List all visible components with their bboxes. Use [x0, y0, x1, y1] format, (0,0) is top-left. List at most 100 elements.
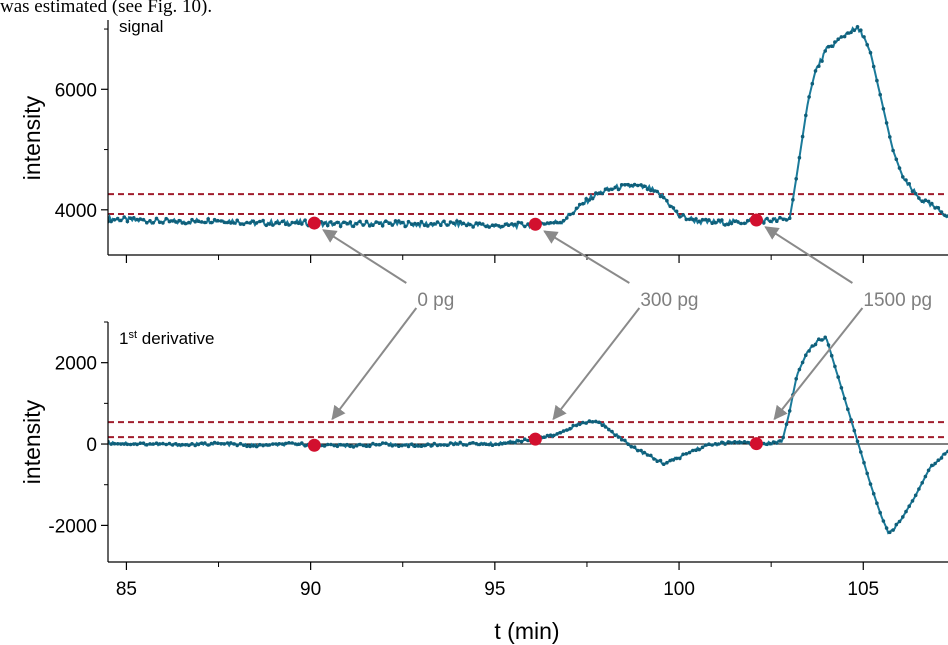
- derivative-data-point: [642, 450, 647, 455]
- derivative-y-axis-title: intensity: [19, 399, 45, 484]
- signal-data-point: [765, 216, 769, 221]
- derivative-data-point: [413, 444, 417, 449]
- signal-data-point: [125, 219, 130, 224]
- derivative-data-point: [225, 441, 230, 445]
- derivative-data-point: [261, 443, 265, 448]
- x-tick-label: 105: [847, 579, 879, 600]
- derivative-data-point: [258, 442, 262, 447]
- signal-data-point: [636, 183, 640, 188]
- signal-data-point: [542, 222, 546, 226]
- derivative-data-point: [361, 443, 366, 448]
- signal-data-point: [271, 223, 275, 227]
- derivative-data-point: [674, 456, 679, 461]
- signal-data-point: [209, 220, 214, 225]
- derivative-data-point: [154, 441, 159, 446]
- signal-data-point: [351, 224, 356, 229]
- signal-data-point: [151, 221, 155, 225]
- derivative-data-point: [174, 442, 178, 446]
- derivative-data-point: [151, 442, 155, 446]
- signal-y-tick-label: 6000: [55, 80, 97, 101]
- derivative-data-point: [338, 442, 343, 447]
- signal-data-point: [300, 222, 304, 226]
- derivative-data-point: [849, 418, 853, 422]
- derivative-data-point: [542, 435, 546, 440]
- derivative-data-point: [829, 353, 834, 358]
- signal-data-point: [216, 218, 220, 223]
- signal-data-point: [739, 221, 743, 226]
- signal-data-point: [632, 182, 637, 187]
- signal-data-point: [348, 220, 353, 224]
- derivative-data-point: [164, 442, 168, 447]
- signal-data-point: [700, 217, 705, 222]
- signal-data-point: [555, 220, 559, 225]
- derivative-data-point: [904, 509, 908, 514]
- derivative-data-point: [568, 426, 572, 431]
- derivative-data-point: [419, 444, 424, 449]
- signal-data-point: [296, 221, 301, 225]
- derivative-data-point: [613, 433, 617, 438]
- derivative-series-points: [108, 335, 948, 535]
- derivative-data-point: [128, 442, 133, 447]
- derivative-data-point: [187, 443, 191, 448]
- derivative-data-point: [868, 482, 873, 486]
- signal-data-point: [283, 222, 288, 226]
- signal-data-point: [917, 196, 921, 200]
- derivative-data-point: [871, 491, 876, 496]
- signal-data-point: [613, 185, 617, 190]
- derivative-data-point: [426, 442, 430, 447]
- signal-data-point: [293, 220, 298, 225]
- signal-data-point: [371, 223, 375, 227]
- derivative-data-point: [558, 430, 563, 435]
- signal-data-point: [668, 204, 672, 209]
- derivative-data-point: [145, 443, 149, 447]
- signal-data-point: [510, 222, 514, 226]
- derivative-data-point: [571, 423, 575, 428]
- signal-data-point: [403, 224, 408, 229]
- signal-data-point: [384, 219, 388, 223]
- derivative-y-tick-label: 0: [86, 435, 97, 456]
- signal-data-point: [254, 221, 259, 225]
- derivative-data-point: [458, 440, 463, 445]
- signal-data-point: [112, 218, 117, 222]
- signal-data-point: [568, 212, 572, 217]
- x-tick-label: 85: [116, 579, 137, 600]
- derivative-y-tick-label: -2000: [48, 516, 97, 537]
- derivative-data-point: [736, 440, 740, 445]
- signal-data-point: [190, 217, 194, 222]
- derivative-data-point: [400, 443, 404, 448]
- signal-data-point: [264, 223, 269, 228]
- derivative-data-point: [132, 442, 136, 446]
- derivative-data-point: [287, 441, 291, 445]
- derivative-data-point: [497, 442, 501, 447]
- signal-marker-3: [749, 213, 763, 227]
- derivative-data-point: [161, 441, 165, 446]
- derivative-data-point: [397, 444, 401, 449]
- derivative-data-point: [720, 440, 724, 445]
- derivative-data-point: [157, 442, 162, 446]
- signal-data-point: [468, 222, 472, 227]
- signal-data-point: [177, 218, 181, 223]
- derivative-data-point: [555, 432, 559, 436]
- header-text: was estimated (see Fig. 10).: [0, 0, 212, 17]
- signal-panel-label: signal: [119, 17, 163, 36]
- derivative-data-point: [820, 338, 824, 342]
- signal-data-point: [655, 189, 659, 194]
- derivative-series-line: [108, 335, 948, 535]
- signal-data-point: [548, 221, 553, 225]
- signal-data-point: [183, 221, 188, 226]
- signal-panel: 4000 6000 signal intensity: [19, 17, 948, 263]
- derivative-data-point: [590, 420, 595, 424]
- derivative-data-point: [678, 456, 682, 461]
- derivative-data-point: [380, 441, 385, 445]
- signal-data-point: [148, 219, 152, 223]
- derivative-y-ticks: -2000 0 2000: [48, 321, 108, 537]
- signal-data-point: [881, 107, 886, 111]
- signal-data-point: [180, 221, 185, 225]
- derivative-data-point: [481, 442, 485, 446]
- signal-data-point: [458, 220, 463, 224]
- signal-data-point: [807, 95, 811, 99]
- signal-data-point: [868, 50, 873, 55]
- signal-data-point: [836, 37, 840, 41]
- derivative-data-point: [768, 441, 773, 446]
